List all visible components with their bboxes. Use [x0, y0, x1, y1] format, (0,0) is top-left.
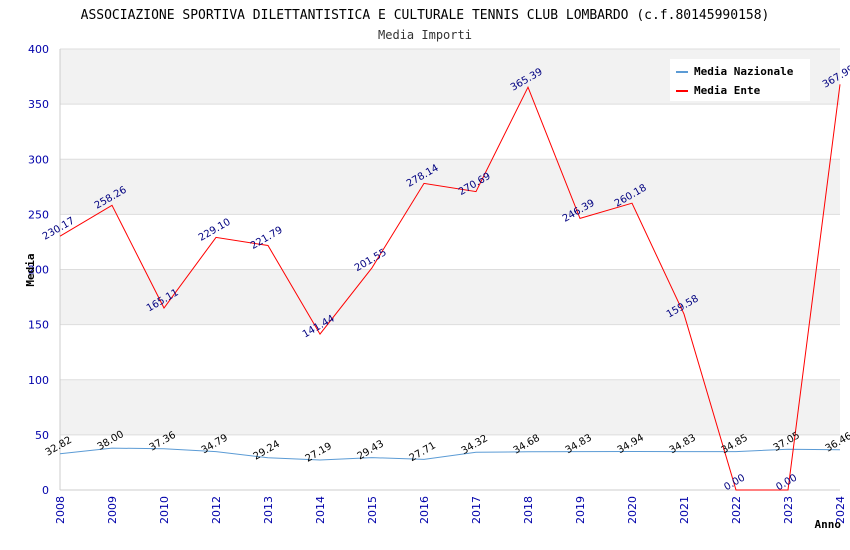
plot-band	[60, 379, 840, 435]
x-tick-label: 2021	[678, 496, 691, 524]
x-axis-label: Anno	[815, 518, 842, 531]
y-tick-label: 0	[42, 484, 49, 497]
y-tick-label: 200	[28, 264, 49, 277]
x-tick-label: 2008	[54, 496, 67, 524]
x-tick-label: 2017	[470, 496, 483, 524]
y-tick-label: 300	[28, 153, 49, 166]
x-tick-label: 2024	[834, 496, 847, 524]
x-tick-label: 2013	[262, 496, 275, 524]
x-tick-label: 2016	[418, 496, 431, 524]
legend-label-media-nazionale: Media Nazionale	[694, 65, 794, 78]
chart-title: ASSOCIAZIONE SPORTIVA DILETTANTISTICA E …	[81, 8, 770, 23]
x-tick-label: 2014	[314, 496, 327, 524]
x-tick-label: 2010	[158, 496, 171, 524]
axes	[59, 49, 840, 491]
legend: Media Nazionale Media Ente	[670, 59, 810, 101]
plot-band	[60, 104, 840, 160]
plot-background-bands	[60, 49, 840, 490]
x-tick-label: 2018	[522, 496, 535, 524]
plot-band	[60, 269, 840, 325]
x-tick-label: 2015	[366, 496, 379, 524]
series-line-media-nazionale	[59, 447, 841, 461]
y-tick-label: 100	[28, 374, 49, 387]
tick-labels: 0 50 100 150 200 250 300 350 400 2008 2009 2010 2012…	[28, 43, 847, 524]
x-tick-label: 2009	[106, 496, 119, 524]
chart-subtitle: Media Importi	[378, 28, 472, 42]
x-tick-label: 2022	[730, 496, 743, 524]
x-tick-label: 2023	[782, 496, 795, 524]
y-tick-label: 50	[35, 429, 49, 442]
y-tick-label: 150	[28, 319, 49, 332]
x-tick-label: 2019	[574, 496, 587, 524]
y-tick-label: 250	[28, 208, 49, 221]
plot-band	[60, 324, 840, 380]
plot-band	[60, 159, 840, 215]
legend-box	[670, 59, 810, 101]
series-lines	[59, 84, 841, 491]
x-tick-label: 2020	[626, 496, 639, 524]
plot-band	[60, 434, 840, 490]
legend-label-media-ente: Media Ente	[694, 84, 761, 97]
y-axis-label: Media	[24, 253, 37, 286]
series-line-media-ente	[59, 84, 841, 491]
y-tick-label: 350	[28, 98, 49, 111]
y-tick-label: 400	[28, 43, 49, 56]
x-tick-label: 2012	[210, 496, 223, 524]
plot-band	[60, 214, 840, 270]
